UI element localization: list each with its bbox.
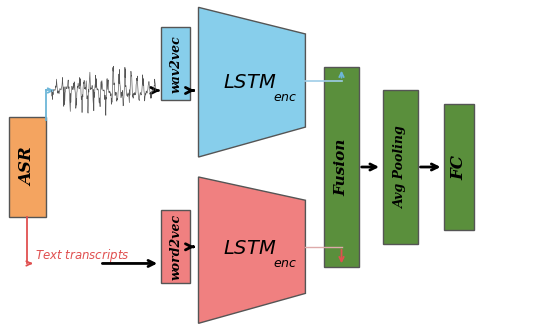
Text: FC: FC <box>451 155 467 179</box>
Text: $\mathit{LSTM}$: $\mathit{LSTM}$ <box>222 239 276 258</box>
FancyBboxPatch shape <box>444 104 474 230</box>
Text: word2vec: word2vec <box>169 214 182 280</box>
FancyBboxPatch shape <box>324 67 359 267</box>
FancyBboxPatch shape <box>161 210 190 284</box>
Text: $enc$: $enc$ <box>273 257 298 270</box>
Text: $enc$: $enc$ <box>273 91 298 104</box>
Polygon shape <box>198 7 306 157</box>
FancyBboxPatch shape <box>9 117 46 217</box>
Text: $\mathit{Text\ transcripts}$: $\mathit{Text\ transcripts}$ <box>35 246 130 264</box>
FancyBboxPatch shape <box>161 27 190 101</box>
FancyBboxPatch shape <box>383 91 418 243</box>
Text: Avg Pooling: Avg Pooling <box>394 126 407 208</box>
Text: wav2vec: wav2vec <box>169 35 182 93</box>
Text: $\mathit{LSTM}$: $\mathit{LSTM}$ <box>222 73 276 92</box>
Text: Fusion: Fusion <box>334 138 348 196</box>
Text: ASR: ASR <box>19 148 36 186</box>
Polygon shape <box>198 177 306 323</box>
